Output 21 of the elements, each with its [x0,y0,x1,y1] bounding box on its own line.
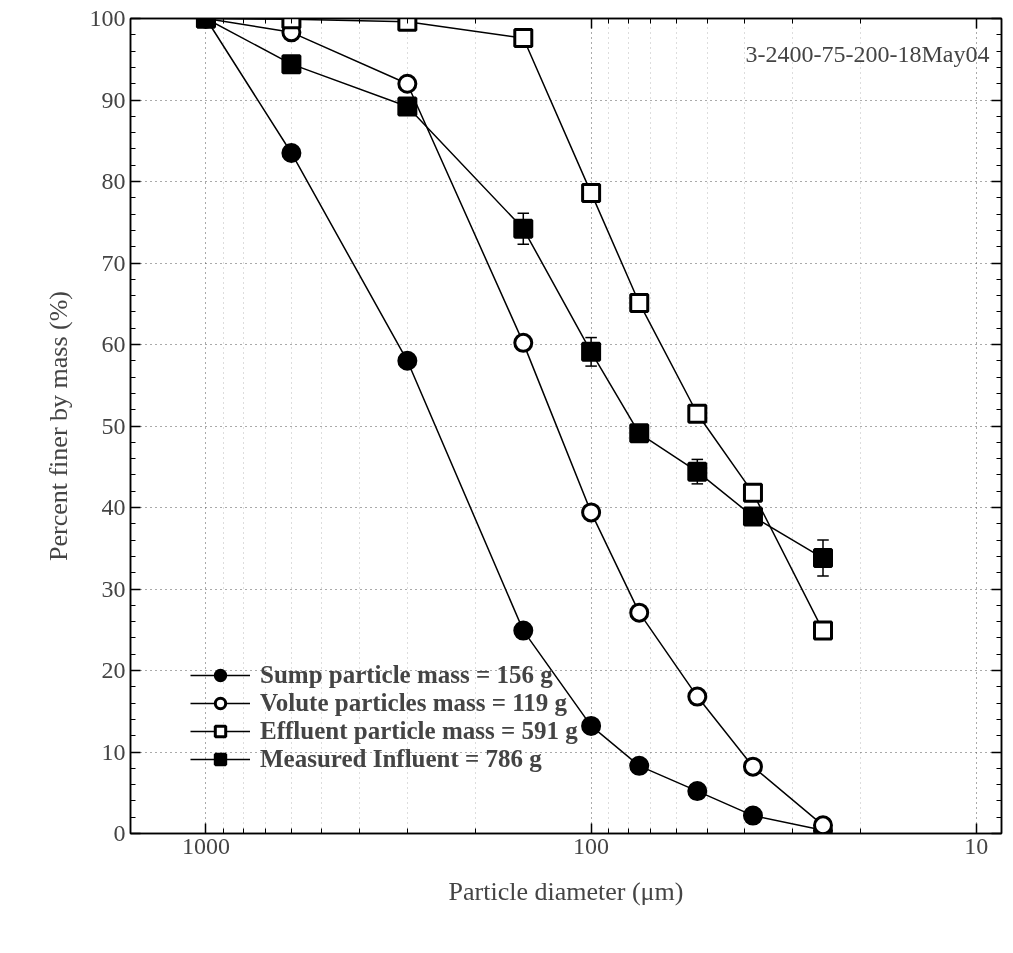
legend-label: Measured Influent = 786 g [260,745,542,773]
annotation: 3-2400-75-200-18May04 [745,40,990,67]
y-tick-label: 90 [101,86,126,113]
x-tick-label: 10 [964,832,989,859]
y-tick-label: 30 [101,575,126,602]
x-axis-title: Particle diameter (μm) [448,876,684,906]
legend-label: Sump particle mass = 156 g [260,661,553,689]
y-tick-label: 60 [101,331,126,357]
y-tick-label: 80 [101,168,126,194]
y-tick-label: 100 [89,5,126,31]
y-tick-label: 20 [101,657,126,683]
x-tick-label: 100 [573,832,610,859]
legend-label: Effluent particle mass = 591 g [260,717,578,745]
y-tick-label: 10 [101,738,126,765]
y-axis-title: Percent finer by mass (%) [43,290,73,562]
legend-label: Volute particles mass = 119 g [260,689,568,717]
x-tick-label: 1000 [181,832,230,859]
y-tick-label: 0 [113,820,126,846]
y-tick-label: 50 [101,412,126,439]
y-tick-label: 70 [101,249,126,276]
y-tick-label: 40 [101,494,126,520]
